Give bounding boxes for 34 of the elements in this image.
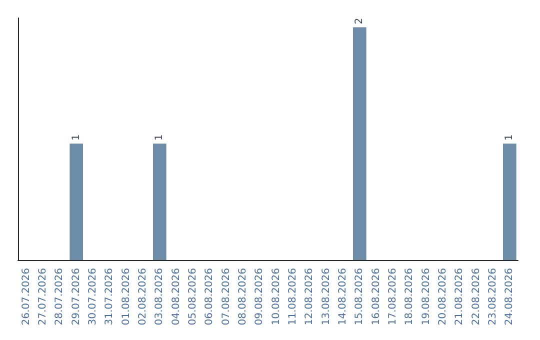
x-tick-label: 21.08.2026: [454, 268, 466, 326]
x-tick-label: 03.08.2026: [154, 268, 166, 326]
x-tick-label: 14.08.2026: [338, 268, 348, 326]
x-tick-label: 29.07.2026: [70, 268, 82, 326]
data-label: 2: [354, 18, 366, 24]
x-tick-label: 19.08.2026: [420, 268, 432, 326]
data-label: 1: [70, 134, 82, 141]
x-tick-label: 12.08.2026: [304, 268, 316, 326]
x-tick-label: 10.08.2026: [270, 268, 282, 326]
data-label: 1: [154, 134, 166, 141]
x-tick-label: 16.08.2026: [370, 268, 382, 326]
x-tick-label: 31.07.2026: [104, 268, 116, 326]
x-tick-label: 09.08.2026: [254, 268, 266, 326]
x-tick-label: 26.07.2026: [20, 268, 32, 326]
x-tick-label: 24.08.2026: [504, 268, 516, 326]
x-tick-label: 11.08.2026: [288, 268, 298, 326]
x-tick-label: 15.08.2026: [354, 268, 366, 326]
x-tick-label: 17.08.2026: [388, 268, 398, 326]
x-tick-label: 22.08.2026: [470, 268, 482, 326]
x-tick-label: 23.08.2026: [488, 268, 498, 326]
x-tick-label: 07.08.2026: [220, 268, 232, 326]
x-tick-label: 04.08.2026: [170, 268, 182, 326]
x-tick-label: 05.08.2026: [188, 268, 198, 326]
x-tick-label: 28.07.2026: [54, 268, 66, 326]
x-tick-label: 20.08.2026: [438, 268, 448, 326]
x-tick-label: 08.08.2026: [238, 268, 248, 326]
x-tick-label: 13.08.2026: [320, 268, 332, 326]
x-tick-label: 18.08.2026: [404, 268, 416, 326]
data-label: 1: [504, 134, 516, 141]
x-tick-label: 27.07.2026: [38, 268, 48, 326]
x-tick-label: 01.08.2026: [120, 268, 132, 326]
x-tick-label: 30.07.2026: [88, 268, 98, 326]
x-tick-label: 02.08.2026: [138, 268, 148, 326]
x-tick-label: 06.08.2026: [204, 268, 216, 326]
